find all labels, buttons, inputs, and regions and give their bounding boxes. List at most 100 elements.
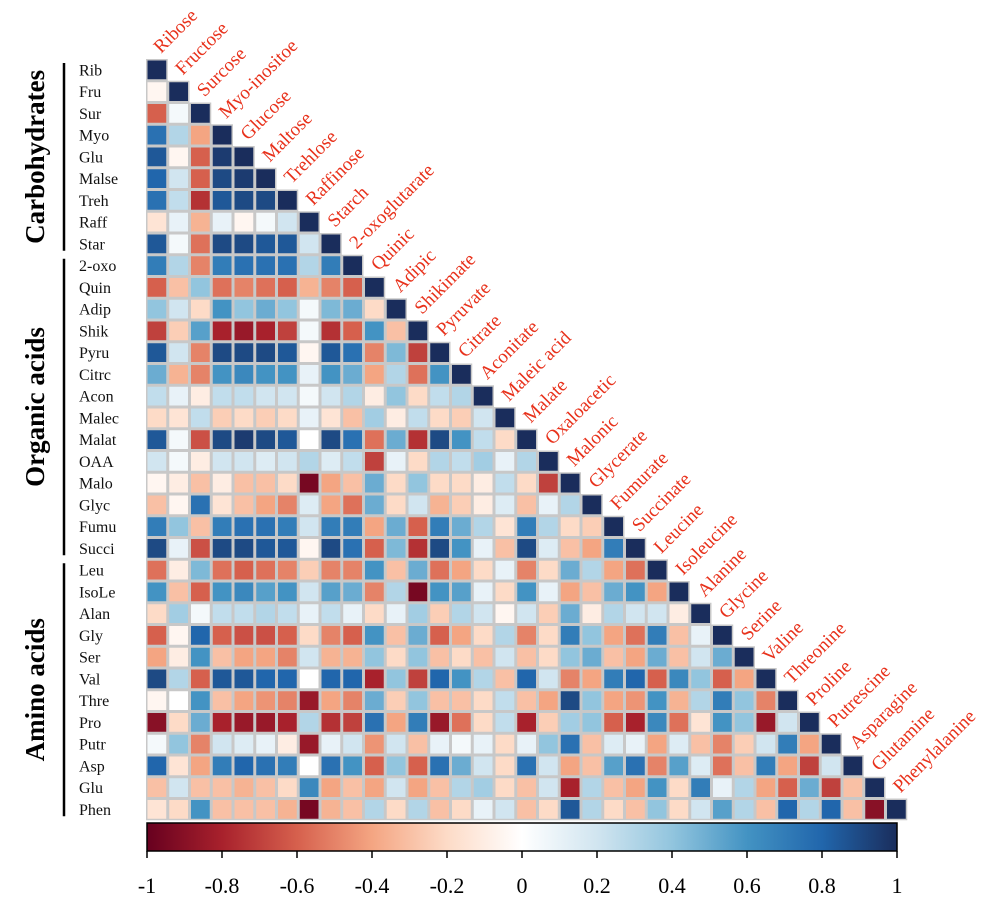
heatmap-cell <box>299 386 319 406</box>
heatmap-cell <box>169 626 188 645</box>
heatmap-cell <box>212 169 232 188</box>
heatmap-cell <box>169 473 188 493</box>
heatmap-cell <box>234 169 254 188</box>
heatmap-cell <box>147 604 167 623</box>
heatmap-cell <box>473 669 493 689</box>
colorbar-tick-label: 0.2 <box>583 873 611 898</box>
heatmap-cell <box>365 691 384 710</box>
heatmap-cell <box>278 452 297 471</box>
heatmap-cell <box>191 408 210 428</box>
heatmap-cell <box>343 713 362 732</box>
heatmap-cell <box>147 691 167 710</box>
heatmap-cell <box>778 691 797 710</box>
heatmap-cell <box>212 299 232 319</box>
heatmap-cell <box>452 539 471 558</box>
heatmap-cell <box>169 517 188 536</box>
heatmap-cell <box>278 430 297 449</box>
heatmap-cell <box>495 408 515 428</box>
heatmap-cell <box>212 756 232 776</box>
heatmap-cell <box>517 647 536 667</box>
heatmap-cell <box>386 626 406 645</box>
heatmap-cell <box>191 234 210 254</box>
heatmap-cell <box>169 104 188 123</box>
heatmap-cell <box>147 104 167 123</box>
row-label: Pyru <box>79 345 109 362</box>
heatmap-cell <box>713 713 732 732</box>
heatmap-cell <box>560 473 580 493</box>
heatmap-cell <box>343 669 362 689</box>
heatmap-cell <box>495 560 515 580</box>
heatmap-cell <box>560 713 580 732</box>
heatmap-cell <box>191 365 210 384</box>
heatmap-cell <box>539 669 558 689</box>
heatmap-cell <box>495 604 515 623</box>
heatmap-cell <box>256 321 275 341</box>
row-label: Myo <box>79 128 109 145</box>
heatmap-cell <box>713 756 732 776</box>
heatmap-cell <box>582 691 602 710</box>
heatmap-cell <box>647 604 667 623</box>
heatmap-cell <box>147 408 167 428</box>
heatmap-cell <box>669 626 689 645</box>
heatmap-cell <box>887 800 906 819</box>
heatmap-cell <box>539 734 558 754</box>
heatmap-cell <box>408 321 428 341</box>
row-label: Malo <box>79 476 113 493</box>
row-label: Phen <box>79 802 111 819</box>
heatmap-cell <box>473 495 493 515</box>
heatmap-cell <box>365 539 384 558</box>
heatmap-cell <box>278 386 297 406</box>
heatmap-cell <box>321 365 341 384</box>
row-label: Glu <box>79 780 103 797</box>
heatmap-cell <box>582 713 602 732</box>
heatmap-cell <box>517 800 536 819</box>
heatmap-cell <box>191 321 210 341</box>
heatmap-cell <box>734 691 754 710</box>
group-label: Amino acids <box>20 618 50 761</box>
heatmap-cell <box>408 626 428 645</box>
heatmap-cell <box>473 647 493 667</box>
heatmap-cell <box>321 343 341 362</box>
heatmap-cell <box>386 539 406 558</box>
heatmap-cell <box>734 756 754 776</box>
heatmap-cell <box>278 604 297 623</box>
heatmap-cell <box>212 256 232 275</box>
heatmap-cell <box>278 734 297 754</box>
heatmap-cell <box>430 691 449 710</box>
heatmap-cell <box>343 604 362 623</box>
heatmap-cell <box>430 452 449 471</box>
heatmap-cell <box>365 321 384 341</box>
heatmap-cell <box>452 713 471 732</box>
heatmap-cell <box>582 734 602 754</box>
heatmap-cell <box>299 495 319 515</box>
heatmap-cell <box>343 800 362 819</box>
heatmap-cell <box>843 778 863 797</box>
heatmap-cell <box>343 778 362 797</box>
heatmap-cell <box>865 800 884 819</box>
heatmap-cell <box>365 778 384 797</box>
heatmap-cell <box>430 604 449 623</box>
row-label: Asp <box>79 758 105 775</box>
heatmap-cell <box>495 582 515 602</box>
heatmap-cell <box>756 778 776 797</box>
heatmap-cell <box>147 125 167 145</box>
heatmap-cell <box>473 539 493 558</box>
heatmap-cell <box>408 473 428 493</box>
heatmap-cell <box>408 647 428 667</box>
heatmap-cell <box>734 713 754 732</box>
heatmap-cell <box>560 582 580 602</box>
heatmap-cell <box>321 626 341 645</box>
heatmap-cell <box>713 626 732 645</box>
heatmap-cell <box>778 800 797 819</box>
heatmap-cell <box>256 604 275 623</box>
heatmap-cell <box>169 169 188 188</box>
heatmap-cell <box>299 256 319 275</box>
heatmap-cell <box>539 691 558 710</box>
row-label: Fru <box>79 84 101 101</box>
heatmap-cell <box>626 778 645 797</box>
heatmap-cell <box>169 713 188 732</box>
heatmap-cell <box>321 321 341 341</box>
heatmap-cell <box>647 756 667 776</box>
heatmap-cell <box>278 778 297 797</box>
heatmap-cell <box>169 604 188 623</box>
